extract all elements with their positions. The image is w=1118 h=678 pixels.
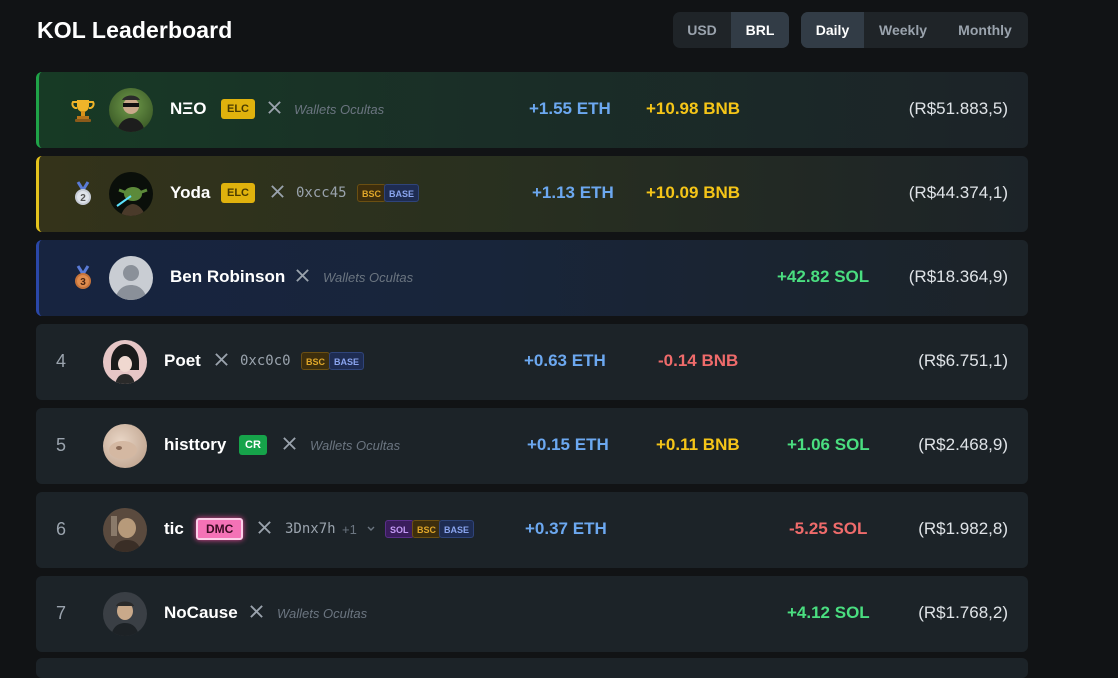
total-value: (R$1.982,8)	[918, 519, 1008, 538]
avatar	[109, 88, 153, 132]
chain-chip-bsc: BSC	[301, 352, 331, 370]
wallet-hidden-label: Wallets Ocultas	[277, 606, 368, 621]
period-toggle: Daily Weekly Monthly	[801, 12, 1028, 48]
group-tag: CR	[239, 435, 267, 455]
bnb-pnl: +10.09 BNB	[646, 183, 741, 202]
kol-name[interactable]: NΞO	[170, 99, 207, 118]
chain-chip-bsc: BSC	[357, 184, 387, 202]
group-tag: ELC	[221, 183, 255, 203]
kol-name[interactable]: tic	[164, 519, 184, 538]
total-value: (R$1.768,2)	[918, 603, 1008, 622]
leaderboard-row-6[interactable]: 6 tic DMC 3Dnx7h +1 SOL BSC BASE +0.37 E…	[36, 492, 1028, 568]
bnb-pnl: +0.11 BNB	[656, 435, 740, 454]
avatar	[103, 424, 147, 468]
rank-number: 4	[56, 351, 67, 371]
avatar	[103, 508, 147, 552]
currency-toggle: USD BRL	[673, 12, 789, 48]
leaderboard-row-1[interactable]: NΞO ELC Wallets Ocultas +1.55 ETH +10.98…	[36, 72, 1028, 148]
rank-number: 5	[56, 435, 67, 455]
period-weekly-button[interactable]: Weekly	[879, 22, 927, 38]
wallet-hidden-label: Wallets Ocultas	[294, 102, 385, 117]
kol-name[interactable]: Poet	[164, 351, 201, 370]
x-twitter-icon[interactable]	[270, 184, 285, 199]
eth-pnl: +1.55 ETH	[529, 99, 611, 118]
leaderboard-row-2[interactable]: 2 Yoda ELC 0xcc45 BSC BASE +1.13 ETH +10…	[36, 156, 1028, 232]
total-value: (R$6.751,1)	[918, 351, 1008, 370]
eth-pnl: +0.63 ETH	[524, 351, 606, 370]
avatar	[109, 172, 153, 216]
wallet-address[interactable]: 0xcc45	[296, 185, 347, 201]
silver-medal-icon: 2	[75, 181, 91, 205]
bnb-pnl: +10.98 BNB	[646, 99, 741, 118]
leaderboard-row-4[interactable]: 4 Poet 0xc0c0 BSC BASE +0.63 ETH -0.14 B…	[36, 324, 1028, 400]
page-title: KOL Leaderboard	[37, 17, 233, 43]
period-monthly-button[interactable]: Monthly	[958, 22, 1012, 38]
leaderboard-row-7[interactable]: 7 NoCause Wallets Ocultas +4.12 SOL (R$1…	[36, 576, 1028, 652]
group-tag: DMC	[196, 518, 244, 540]
wallet-hidden-label: Wallets Ocultas	[310, 438, 401, 453]
total-value: (R$44.374,1)	[908, 183, 1008, 202]
chain-chip-base: BASE	[384, 184, 420, 202]
sol-pnl: +4.12 SOL	[787, 603, 870, 622]
x-twitter-icon[interactable]	[249, 604, 264, 619]
bronze-medal-icon: 3	[75, 265, 91, 289]
eth-pnl: +0.15 ETH	[527, 435, 609, 454]
total-value: (R$2.468,9)	[918, 435, 1008, 454]
currency-usd-button[interactable]: USD	[687, 22, 717, 38]
total-value: (R$18.364,9)	[908, 267, 1008, 286]
avatar	[109, 256, 153, 300]
eth-pnl: +1.13 ETH	[532, 183, 614, 202]
chevron-down-icon[interactable]	[367, 526, 375, 532]
medal-number: 2	[80, 193, 86, 204]
x-twitter-icon[interactable]	[267, 100, 282, 115]
wallet-address[interactable]: 0xc0c0	[240, 353, 291, 369]
leaderboard-row-3[interactable]: 3 Ben Robinson Wallets Ocultas +42.82 SO…	[36, 240, 1028, 316]
extra-wallets-count[interactable]: +1	[342, 522, 357, 537]
x-twitter-icon[interactable]	[214, 352, 229, 367]
x-twitter-icon[interactable]	[295, 268, 310, 283]
chain-chip-bsc: BSC	[412, 520, 442, 538]
chain-chip-base: BASE	[439, 520, 475, 538]
wallet-address[interactable]: 3Dnx7h	[285, 521, 336, 537]
x-twitter-icon[interactable]	[257, 520, 272, 535]
period-daily-button[interactable]: Daily	[801, 12, 864, 48]
leaderboard-row-5[interactable]: 5 histtory CR Wallets Ocultas +0.15 ETH …	[36, 408, 1028, 484]
kol-name[interactable]: Ben Robinson	[170, 267, 286, 286]
avatar	[103, 340, 147, 384]
chain-chip-sol: SOL	[385, 520, 414, 538]
x-twitter-icon[interactable]	[282, 436, 297, 451]
eth-pnl: +0.37 ETH	[525, 519, 607, 538]
sol-pnl: -5.25 SOL	[789, 519, 868, 538]
trophy-icon	[71, 100, 95, 122]
wallet-hidden-label: Wallets Ocultas	[323, 270, 414, 285]
kol-name[interactable]: Yoda	[170, 183, 211, 202]
total-value: (R$51.883,5)	[908, 99, 1008, 118]
chain-chip-base: BASE	[329, 352, 365, 370]
bnb-pnl: -0.14 BNB	[658, 351, 739, 370]
group-tag: ELC	[221, 99, 255, 119]
currency-brl-button[interactable]: BRL	[731, 12, 789, 48]
medal-number: 3	[80, 277, 86, 288]
leaderboard-row-8[interactable]	[36, 658, 1028, 678]
kol-name[interactable]: NoCause	[164, 603, 238, 622]
rank-number: 7	[56, 603, 67, 623]
avatar	[103, 592, 147, 636]
sol-pnl: +42.82 SOL	[777, 267, 870, 286]
kol-name[interactable]: histtory	[164, 435, 227, 454]
sol-pnl: +1.06 SOL	[787, 435, 870, 454]
rank-number: 6	[56, 519, 67, 539]
